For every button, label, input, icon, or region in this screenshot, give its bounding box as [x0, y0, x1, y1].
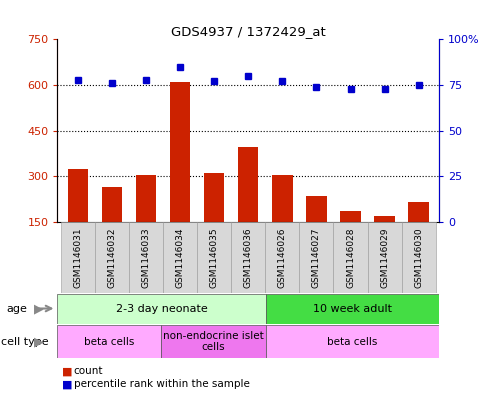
- Text: GSM1146029: GSM1146029: [380, 228, 389, 288]
- Text: GSM1146030: GSM1146030: [414, 228, 423, 288]
- Text: GSM1146027: GSM1146027: [312, 228, 321, 288]
- Text: count: count: [74, 366, 103, 376]
- Bar: [57, 325, 162, 358]
- Text: non-endocrine islet
cells: non-endocrine islet cells: [163, 331, 264, 352]
- Bar: [95, 222, 129, 293]
- Bar: [136, 175, 156, 222]
- Bar: [306, 196, 327, 222]
- Text: 10 week adult: 10 week adult: [313, 304, 392, 314]
- Bar: [204, 173, 225, 222]
- Text: GSM1146036: GSM1146036: [244, 228, 253, 288]
- Title: GDS4937 / 1372429_at: GDS4937 / 1372429_at: [171, 25, 326, 38]
- Text: age: age: [6, 304, 27, 314]
- Text: GSM1146032: GSM1146032: [107, 228, 116, 288]
- Text: GSM1146026: GSM1146026: [278, 228, 287, 288]
- Text: ▶: ▶: [34, 302, 44, 316]
- Text: 2-3 day neonate: 2-3 day neonate: [116, 304, 208, 314]
- Bar: [170, 82, 190, 222]
- Text: ■: ■: [62, 366, 73, 376]
- Bar: [402, 222, 436, 293]
- Text: ▶: ▶: [34, 335, 44, 348]
- Bar: [333, 222, 368, 293]
- Bar: [374, 216, 395, 222]
- Bar: [368, 222, 402, 293]
- Bar: [265, 294, 439, 324]
- Bar: [102, 187, 122, 222]
- Text: GSM1146033: GSM1146033: [142, 228, 151, 288]
- Bar: [129, 222, 163, 293]
- Text: ■: ■: [62, 379, 73, 389]
- Bar: [265, 222, 299, 293]
- Text: cell type: cell type: [1, 336, 48, 347]
- Text: beta cells: beta cells: [84, 336, 135, 347]
- Bar: [299, 222, 333, 293]
- Bar: [409, 202, 429, 222]
- Bar: [67, 169, 88, 222]
- Text: beta cells: beta cells: [327, 336, 378, 347]
- Bar: [162, 325, 265, 358]
- Bar: [163, 222, 197, 293]
- Bar: [238, 147, 258, 222]
- Bar: [197, 222, 231, 293]
- Bar: [57, 294, 265, 324]
- Bar: [231, 222, 265, 293]
- Text: GSM1146031: GSM1146031: [73, 228, 82, 288]
- Bar: [272, 175, 292, 222]
- Bar: [61, 222, 95, 293]
- Text: percentile rank within the sample: percentile rank within the sample: [74, 379, 250, 389]
- Text: GSM1146034: GSM1146034: [176, 228, 185, 288]
- Text: GSM1146028: GSM1146028: [346, 228, 355, 288]
- Bar: [265, 325, 439, 358]
- Bar: [340, 211, 361, 222]
- Text: GSM1146035: GSM1146035: [210, 228, 219, 288]
